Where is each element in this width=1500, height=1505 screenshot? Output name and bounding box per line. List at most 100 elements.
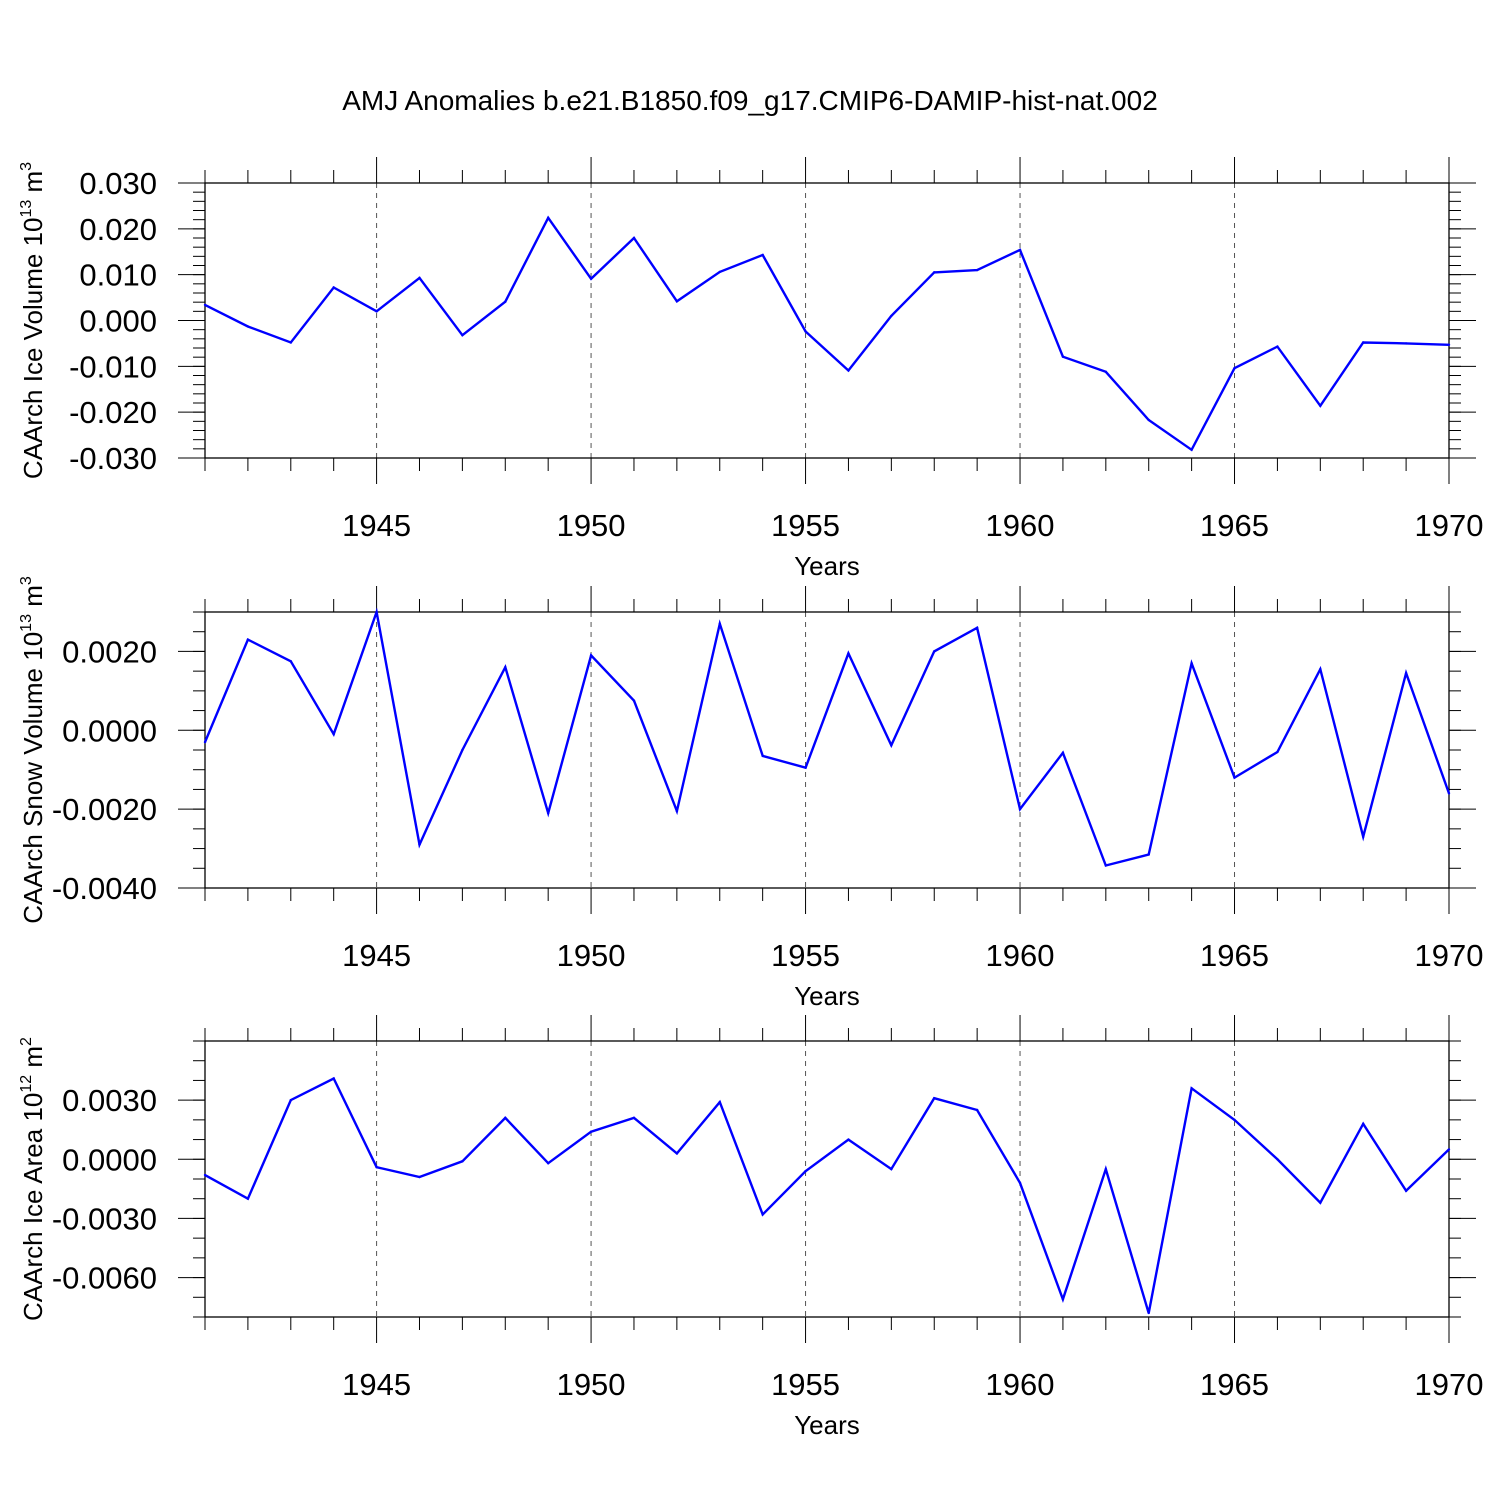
x-tick-label: 1945	[342, 508, 411, 543]
data-point	[632, 699, 636, 702]
data-point	[418, 276, 421, 280]
data-point	[761, 754, 764, 758]
y-axis-label-unit-exponent: 2	[18, 1037, 35, 1046]
data-point	[804, 766, 807, 769]
x-tick-label: 1970	[1415, 938, 1484, 973]
data-point	[1147, 1311, 1150, 1315]
y-axis-label-unit: m	[18, 171, 48, 200]
x-tick-label: 1970	[1415, 508, 1484, 543]
x-tick-label: 1955	[771, 508, 840, 543]
plot-frame	[204, 1040, 1450, 1318]
y-tick-label: 0.030	[79, 166, 157, 201]
x-tick-label: 1970	[1415, 1367, 1484, 1402]
y-axis-label-text: CAArch Ice Volume 10	[18, 218, 48, 480]
data-point	[203, 1173, 207, 1177]
y-axis-label-text: CAArch Snow Volume 10	[18, 632, 48, 924]
data-point	[504, 666, 507, 669]
x-axis-label: Years	[794, 551, 860, 581]
data-point	[1447, 1148, 1451, 1151]
chart-panel-1: 0.030 0.020 0.010 0.000 -0.010 -0.020 -0.030 19…	[18, 157, 1483, 581]
y-axis-label-unit: m	[18, 1046, 48, 1075]
data-point	[761, 253, 764, 257]
data-point	[1233, 1118, 1236, 1122]
x-axis-label: Years	[794, 1410, 860, 1440]
x-tick-label: 1945	[342, 938, 411, 973]
data-point	[1061, 751, 1065, 754]
series-line	[204, 1076, 1450, 1314]
chart-title: AMJ Anomalies b.e21.B1850.f09_g17.CMIP6-…	[342, 85, 1158, 116]
y-tick-label: 0.0000	[62, 1142, 157, 1177]
data-point	[718, 270, 721, 274]
data-point	[1233, 366, 1236, 370]
data-point	[546, 216, 550, 220]
data-point	[933, 1096, 936, 1100]
data-point	[332, 1077, 335, 1080]
series-line	[203, 607, 1451, 867]
data-point	[246, 1197, 250, 1200]
data-point	[890, 1167, 893, 1171]
y-axis-label-exponent: 12	[18, 1075, 35, 1093]
data-point	[847, 1138, 850, 1141]
y-tick-label: -0.0060	[52, 1261, 157, 1296]
data-point	[1276, 750, 1279, 754]
data-point	[504, 300, 507, 303]
data-point	[1447, 792, 1451, 795]
data-point	[1319, 404, 1322, 407]
data-point	[375, 310, 378, 313]
data-point	[203, 740, 207, 744]
data-point	[847, 369, 850, 372]
y-tick-label: 0.0030	[62, 1083, 157, 1118]
data-point	[546, 1162, 550, 1165]
y-axis-label: CAArch Snow Volume 1013 m3	[18, 576, 48, 924]
x-tick-label: 1955	[771, 938, 840, 973]
data-point	[1447, 343, 1451, 346]
data-point	[718, 622, 721, 626]
data-point	[1104, 370, 1108, 374]
data-point	[1319, 1201, 1322, 1204]
y-tick-label: -0.0040	[52, 871, 157, 906]
y-tick-label: -0.0030	[52, 1201, 157, 1236]
data-point	[246, 638, 250, 641]
y-tick-label: 0.0000	[62, 713, 157, 748]
data-point	[1147, 418, 1150, 422]
chart-panel-2: 0.0020 0.0000 -0.0020 -0.0040 1945 1950 1955 19…	[18, 576, 1483, 1011]
data-point	[1233, 776, 1236, 779]
data-point	[1362, 341, 1365, 344]
x-tick-label: 1965	[1200, 938, 1269, 973]
data-point	[1362, 835, 1365, 838]
y-tick-label: -0.010	[69, 349, 157, 384]
data-point	[1276, 1158, 1279, 1161]
data-point	[933, 650, 936, 653]
x-tick-label: 1950	[557, 508, 626, 543]
y-axis-label-exponent: 13	[18, 200, 35, 218]
data-point	[589, 1130, 593, 1133]
data-point	[375, 610, 378, 614]
data-point	[718, 1100, 721, 1104]
series-line	[204, 215, 1450, 452]
data-point	[418, 843, 421, 846]
data-point	[1147, 853, 1150, 856]
x-tick-label: 1945	[342, 1367, 411, 1402]
data-point	[461, 1160, 464, 1163]
data-point	[332, 733, 335, 736]
data-point	[546, 811, 550, 815]
x-tick-label: 1950	[557, 1367, 626, 1402]
data-point	[375, 1165, 378, 1169]
data-point	[461, 748, 464, 752]
y-axis-label-unit-exponent: 3	[18, 162, 35, 171]
data-point	[1104, 864, 1108, 867]
y-axis-label-unit: m	[18, 585, 48, 614]
y-tick-label: 0.010	[79, 258, 157, 293]
data-point	[461, 333, 464, 337]
data-point	[289, 341, 292, 344]
data-point	[1404, 671, 1408, 675]
data-point	[632, 236, 636, 240]
x-axis-label: Years	[794, 981, 860, 1011]
x-tick-label: 1965	[1200, 1367, 1269, 1402]
data-point	[1018, 807, 1022, 811]
data-point	[1018, 1181, 1022, 1185]
data-point	[418, 1175, 421, 1179]
data-point	[675, 1152, 679, 1155]
